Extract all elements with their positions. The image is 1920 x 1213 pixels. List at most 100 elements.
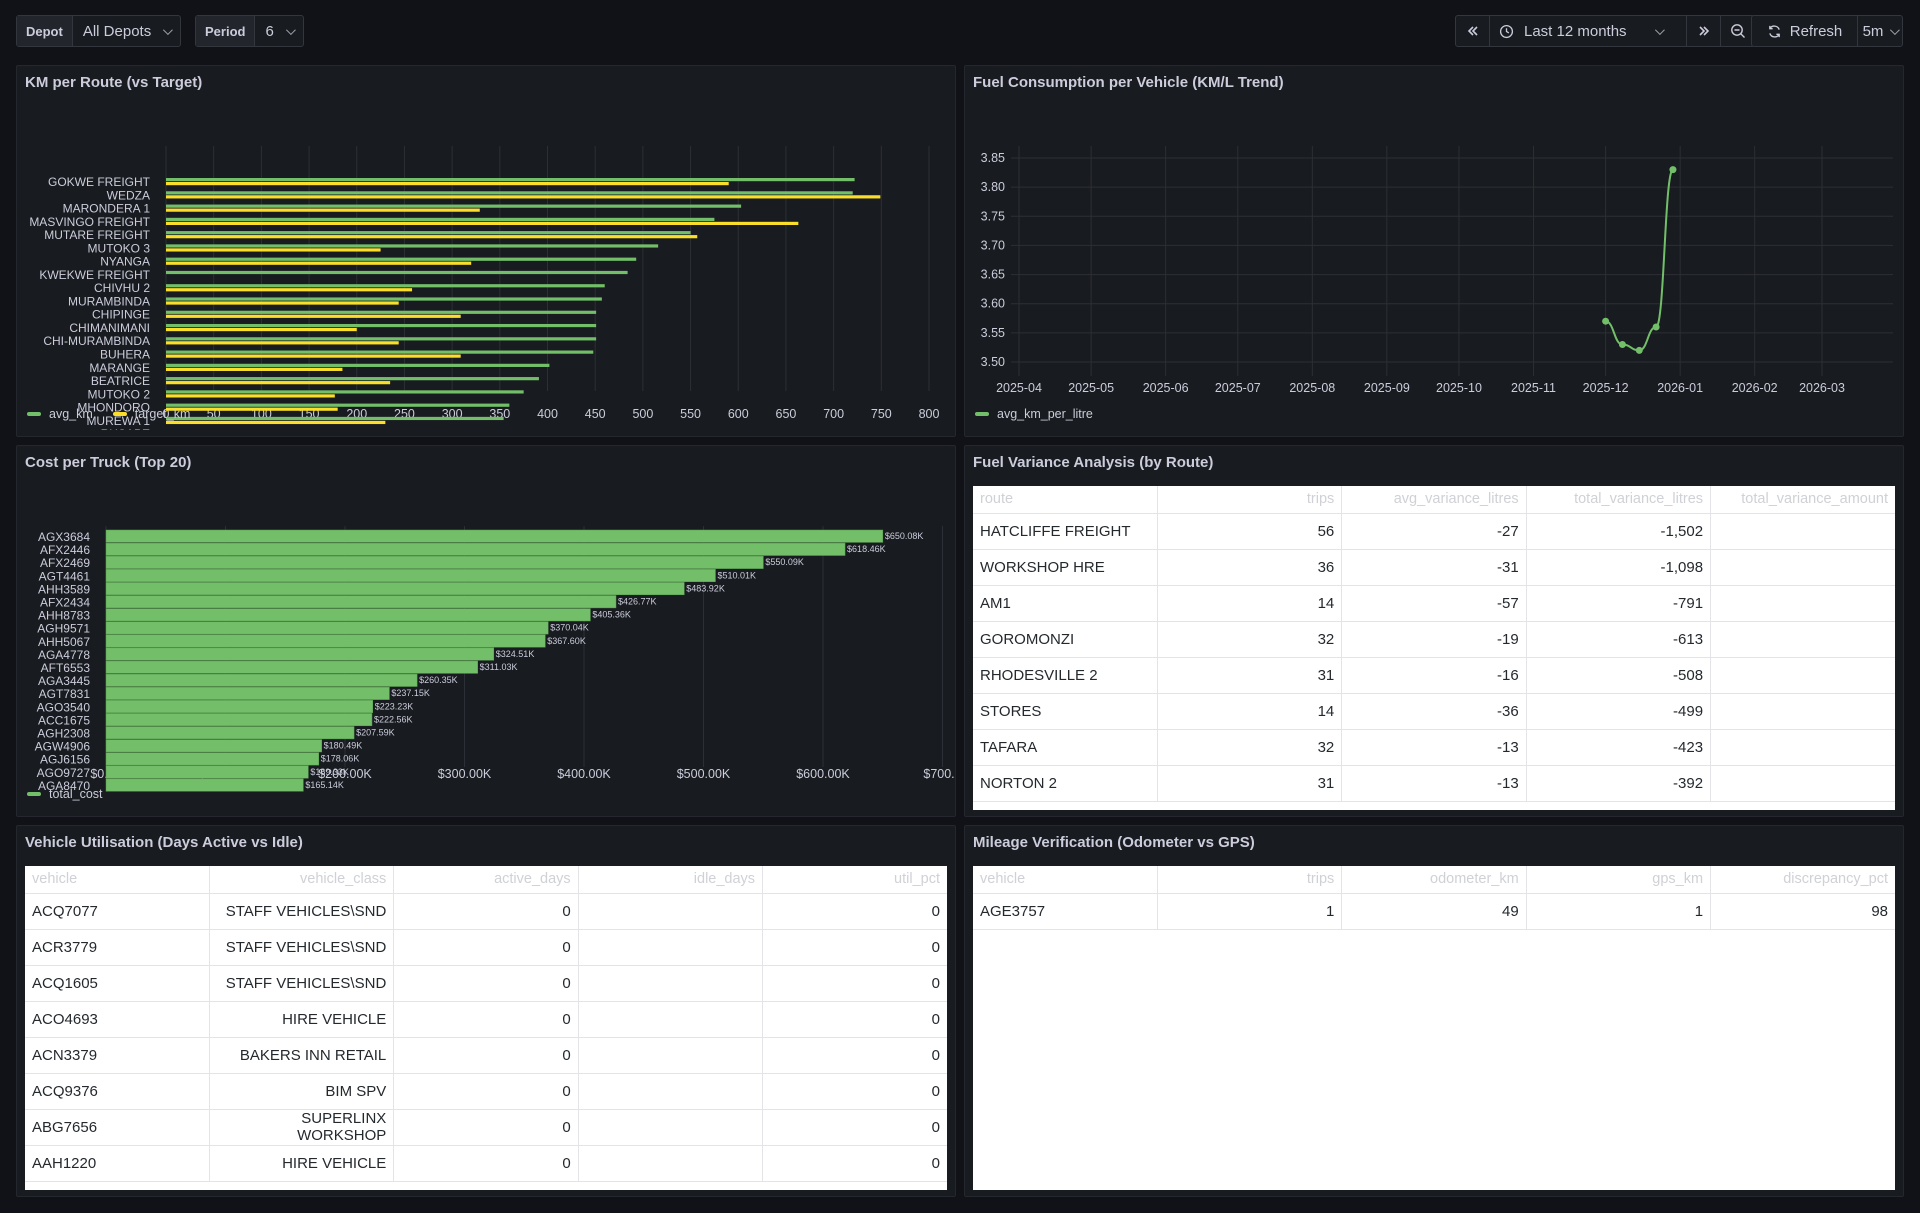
bar-avg_km[interactable] xyxy=(166,204,742,208)
table-row[interactable]: ACN3379 BAKERS INN RETAIL 0 0 xyxy=(25,1037,947,1074)
bar-target_km[interactable] xyxy=(166,208,480,212)
bar-target_km[interactable] xyxy=(166,354,461,358)
column-header-route[interactable]: route xyxy=(973,486,1158,513)
table-row[interactable]: ACQ9376 BIM SPV 0 0 xyxy=(25,1073,947,1110)
table-row[interactable]: ACQ1605 STAFF VEHICLES\SND 0 0 xyxy=(25,965,947,1002)
bar-avg_km[interactable] xyxy=(166,244,659,248)
bar-avg_km[interactable] xyxy=(166,323,597,328)
column-header-total-variance-litres[interactable]: total_variance_litres xyxy=(1526,486,1712,513)
period-variable[interactable]: Period 6 xyxy=(195,15,304,47)
fuel-variance-table-container[interactable]: route trips avg_variance_litres total_varia… xyxy=(973,486,1895,810)
depot-select[interactable]: All Depots xyxy=(73,16,180,46)
data-point[interactable] xyxy=(1635,346,1643,354)
bar-total-cost[interactable] xyxy=(105,752,320,766)
bar-total-cost[interactable] xyxy=(105,542,846,556)
bar-avg_km[interactable] xyxy=(166,297,602,301)
bar-total-cost[interactable] xyxy=(105,608,591,622)
table-row[interactable]: ABG7656 SUPERLINX WORKSHOP 0 0 xyxy=(25,1109,947,1146)
bar-target_km[interactable] xyxy=(166,314,461,318)
column-header-idle-days[interactable]: idle_days xyxy=(578,866,764,893)
mileage-table-container[interactable]: vehicle trips odometer_km gps_km discrepancy… xyxy=(973,866,1895,1190)
bar-total-cost[interactable] xyxy=(105,660,478,674)
bar-target_km[interactable] xyxy=(166,182,729,186)
bar-target_km[interactable] xyxy=(166,195,881,199)
bar-avg_km[interactable] xyxy=(166,363,550,367)
bar-avg_km[interactable] xyxy=(166,403,510,407)
bar-total-cost[interactable] xyxy=(105,647,495,661)
table-row[interactable]: ACO4693 HIRE VEHICLE 0 0 xyxy=(25,1001,947,1038)
bar-avg_km[interactable] xyxy=(166,350,594,354)
data-point[interactable] xyxy=(1602,317,1610,325)
table-row[interactable]: GOROMONZI 32 -19 -613 xyxy=(973,621,1895,658)
period-select[interactable]: 6 xyxy=(255,16,302,46)
series-line[interactable] xyxy=(1605,168,1674,352)
bar-total-cost[interactable] xyxy=(105,529,884,543)
table-row[interactable]: TAFARA 32 -13 -423 xyxy=(973,729,1895,766)
time-range-picker[interactable]: Last 12 months xyxy=(1489,15,1687,47)
bar-target_km[interactable] xyxy=(166,235,698,239)
zoom-out-button[interactable] xyxy=(1720,15,1755,47)
bar-avg_km[interactable] xyxy=(166,337,597,341)
table-row[interactable]: ACQ7077 STAFF VEHICLES\SND 0 0 xyxy=(25,893,947,930)
column-header-odometer-km[interactable]: odometer_km xyxy=(1341,866,1527,893)
bar-target_km[interactable] xyxy=(166,381,391,385)
column-header-vehicle-class[interactable]: vehicle_class xyxy=(209,866,395,893)
bar-avg_km[interactable] xyxy=(166,310,597,314)
bar-avg_km[interactable] xyxy=(166,231,691,235)
column-header-avg-variance-litres[interactable]: avg_variance_litres xyxy=(1341,486,1527,513)
table-row[interactable]: AGE3757 1 49 1 98 xyxy=(973,893,1895,930)
time-shift-forward-button[interactable] xyxy=(1686,15,1721,47)
bar-avg_km[interactable] xyxy=(166,257,637,261)
bar-avg_km[interactable] xyxy=(166,377,539,381)
depot-variable[interactable]: Depot All Depots xyxy=(16,15,182,47)
bar-target_km[interactable] xyxy=(166,341,399,345)
table-row[interactable]: RHODESVILLE 2 31 -16 -508 xyxy=(973,657,1895,694)
bar-avg_km[interactable] xyxy=(166,191,853,195)
column-header-gps-km[interactable]: gps_km xyxy=(1526,866,1712,893)
bar-total-cost[interactable] xyxy=(105,555,764,569)
bar-target_km[interactable] xyxy=(166,288,413,292)
bar-avg_km[interactable] xyxy=(166,217,715,222)
bar-target_km[interactable] xyxy=(166,407,338,411)
time-shift-back-button[interactable] xyxy=(1455,15,1490,47)
table-row[interactable]: AAH1220 HIRE VEHICLE 0 0 xyxy=(25,1145,947,1182)
column-header-vehicle[interactable]: vehicle xyxy=(25,866,210,893)
vehicle-utilisation-table-container[interactable]: vehicle vehicle_class active_days idle_days… xyxy=(25,866,947,1190)
legend-item-avg-km[interactable]: avg_km xyxy=(27,407,93,421)
column-header-active-days[interactable]: active_days xyxy=(393,866,579,893)
bar-avg_km[interactable] xyxy=(166,178,855,182)
table-row[interactable]: HATCLIFFE FREIGHT 56 -27 -1,502 xyxy=(973,513,1895,550)
table-row[interactable]: NORTON 2 31 -13 -392 xyxy=(973,765,1895,802)
legend-item-total-cost[interactable]: total_cost xyxy=(27,787,103,801)
bar-total-cost[interactable] xyxy=(105,726,355,740)
bar-total-cost[interactable] xyxy=(105,765,309,779)
bar-total-cost[interactable] xyxy=(105,739,322,753)
bar-avg_km[interactable] xyxy=(166,416,504,421)
bar-total-cost[interactable] xyxy=(105,673,418,687)
bar-total-cost[interactable] xyxy=(105,686,390,700)
column-header-trips[interactable]: trips xyxy=(1157,486,1343,513)
bar-total-cost[interactable] xyxy=(105,700,374,713)
bar-total-cost[interactable] xyxy=(105,634,546,648)
bar-total-cost[interactable] xyxy=(105,713,373,727)
bar-total-cost[interactable] xyxy=(105,569,716,582)
bar-target_km[interactable] xyxy=(166,248,381,252)
bar-target_km[interactable] xyxy=(166,261,472,265)
legend-item-target-km[interactable]: target_km xyxy=(112,407,190,421)
bar-target_km[interactable] xyxy=(166,394,335,398)
bar-target_km[interactable] xyxy=(166,420,386,425)
bar-total-cost[interactable] xyxy=(105,582,685,596)
data-point[interactable] xyxy=(1669,166,1677,174)
bar-target_km[interactable] xyxy=(166,327,357,332)
data-point[interactable] xyxy=(1652,323,1660,331)
bar-avg_km[interactable] xyxy=(166,270,628,275)
table-row[interactable]: ACR3779 STAFF VEHICLES\SND 0 0 xyxy=(25,929,947,966)
bar-total-cost[interactable] xyxy=(105,778,304,792)
column-header-trips[interactable]: trips xyxy=(1157,866,1343,893)
table-row[interactable]: STORES 14 -36 -499 xyxy=(973,693,1895,730)
refresh-button[interactable]: Refresh xyxy=(1751,15,1858,47)
bar-total-cost[interactable] xyxy=(105,595,617,609)
column-header-util-pct[interactable]: util_pct xyxy=(894,871,940,888)
column-header-discrepancy-pct[interactable]: discrepancy_pct xyxy=(1783,871,1888,888)
column-header-total-variance-amount[interactable]: total_variance_amount xyxy=(1741,491,1888,508)
